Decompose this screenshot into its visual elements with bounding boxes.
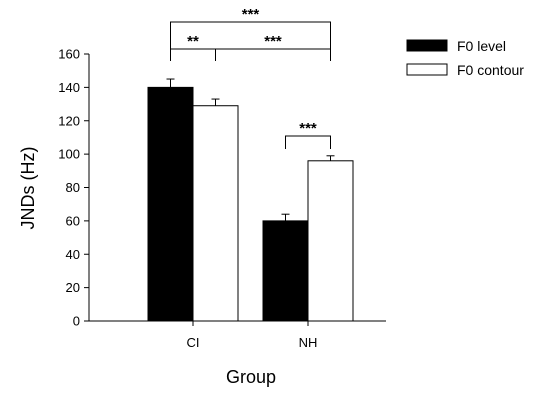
significance-bracket: [285, 135, 331, 149]
x-tick-label-ci: CI: [187, 335, 200, 350]
y-tick-label: 0: [73, 314, 80, 329]
y-axis-ticks: 0 20 40 60 80 100 120 140 160: [58, 47, 89, 329]
x-tick-label-nh: NH: [299, 335, 318, 350]
y-tick-label: 160: [58, 47, 80, 62]
legend-swatch-f0-contour: [406, 63, 448, 76]
significance-label: **: [187, 33, 199, 50]
legend: F0 level F0 contour: [406, 38, 524, 78]
significance-bracket: [170, 21, 331, 61]
legend-label-f0-contour: F0 contour: [457, 62, 524, 78]
significance-brackets: ***** ******: [170, 6, 331, 149]
y-tick-label: 80: [66, 180, 80, 195]
significance-bracket: [170, 48, 216, 61]
y-tick-label: 40: [66, 247, 80, 262]
y-tick-label: 120: [58, 113, 80, 128]
y-tick-label: 60: [66, 213, 80, 228]
bar-ci-f0-level: [147, 86, 194, 322]
y-tick-label: 100: [58, 147, 80, 162]
y-tick-label: 140: [58, 80, 80, 95]
significance-label: ***: [242, 6, 260, 23]
bar-ci-f0-contour: [192, 105, 239, 322]
bars-group: [147, 78, 354, 322]
legend-label-f0-level: F0 level: [457, 38, 506, 54]
y-tick-label: 20: [66, 280, 80, 295]
x-axis-title: Group: [226, 367, 276, 387]
bar-nh-f0-level: [262, 220, 309, 322]
x-axis-ticks: CI NH: [187, 321, 318, 350]
significance-label: ***: [299, 120, 317, 137]
significance-label: ***: [264, 33, 282, 50]
y-axis-title: JNDs (Hz): [18, 147, 38, 230]
significance-bracket: [215, 48, 331, 61]
legend-swatch-f0-level: [406, 39, 448, 52]
bar-nh-f0-contour: [307, 160, 354, 322]
